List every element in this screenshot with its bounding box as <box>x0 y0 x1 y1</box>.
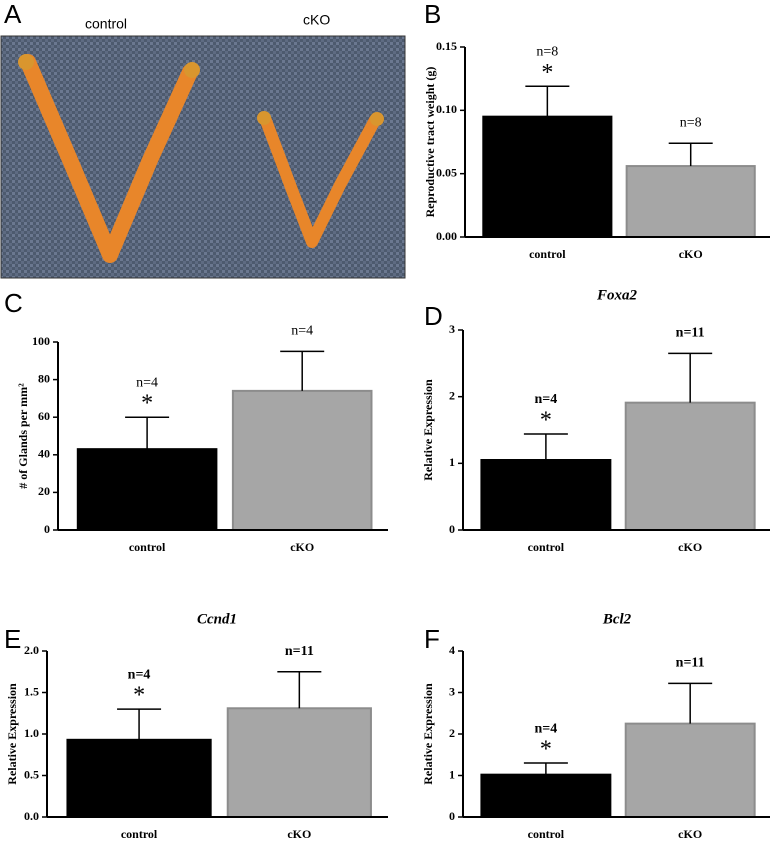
x-tick-label: cKO <box>678 540 702 554</box>
chart-title: Ccnd1 <box>197 611 237 627</box>
x-tick-label: cKO <box>287 827 311 841</box>
n-label: n=8 <box>536 44 558 59</box>
y-tick-label: 40 <box>38 447 50 461</box>
y-tick-label: 2 <box>449 388 455 402</box>
x-tick-label: control <box>528 540 565 554</box>
bar <box>482 115 613 238</box>
y-tick-label: 0.0 <box>24 809 39 823</box>
x-tick-label: control <box>528 827 565 841</box>
error-bar <box>668 352 713 403</box>
panel-label: D <box>424 301 443 331</box>
significance-mark: * <box>133 683 145 709</box>
y-tick-label: 60 <box>38 409 50 423</box>
y-tick-label: 3 <box>449 322 455 336</box>
y-tick-label: 2.0 <box>24 643 39 657</box>
bar <box>66 738 212 818</box>
significance-mark: * <box>540 408 552 434</box>
bar <box>624 401 756 531</box>
bar <box>231 389 373 531</box>
n-label: n=11 <box>676 326 705 341</box>
n-label: n=11 <box>676 656 705 671</box>
n-label: n=4 <box>535 392 558 407</box>
y-axis-label: Reproductive tract weight (g) <box>423 67 437 218</box>
photo-panel: A control cKO <box>0 0 406 279</box>
chart-panel: C # of Glands per mm² 0 20 40 60 80 100 control *… <box>4 288 388 554</box>
y-tick-label: 1 <box>449 455 455 469</box>
bar <box>76 448 218 531</box>
y-tick-label: 0.5 <box>24 767 39 781</box>
chart-title: Foxa2 <box>596 287 638 303</box>
significance-mark: * <box>141 391 153 417</box>
x-tick-label: cKO <box>290 540 314 554</box>
photo-label: control <box>85 16 127 32</box>
error-bar <box>525 85 570 117</box>
bar <box>226 707 372 819</box>
x-tick-label: control <box>121 827 158 841</box>
y-tick-label: 80 <box>38 371 50 385</box>
y-tick-label: 1.5 <box>24 684 39 698</box>
x-tick-label: control <box>529 247 566 261</box>
bar <box>480 773 612 818</box>
y-axis-label: Relative Expression <box>421 379 435 481</box>
photo-label: cKO <box>303 12 330 28</box>
y-tick-label: 20 <box>38 484 50 498</box>
chart-panel: D Foxa2 Relative Expression 0 1 2 3 control *n=4… <box>421 287 770 554</box>
n-label: n=4 <box>128 667 151 682</box>
y-tick-label: 100 <box>32 334 50 348</box>
n-label: n=11 <box>285 644 314 659</box>
error-bar <box>280 350 325 391</box>
significance-mark: * <box>541 60 553 86</box>
y-tick-label: 0 <box>44 522 50 536</box>
ovaries <box>18 54 384 126</box>
y-tick-label: 2 <box>449 726 455 740</box>
chart-panel: B Reproductive tract weight (g) 0.00 0.05 0.… <box>423 0 770 261</box>
bar <box>480 459 612 531</box>
chart-title: Bcl2 <box>602 611 632 627</box>
bar <box>624 722 756 818</box>
bar <box>625 165 756 238</box>
y-tick-label: 0 <box>449 522 455 536</box>
y-tick-label: 0.10 <box>436 102 457 116</box>
x-tick-label: cKO <box>678 827 702 841</box>
y-axis-label: Relative Expression <box>5 683 19 785</box>
error-bar <box>523 762 568 775</box>
panel-label: C <box>4 288 23 318</box>
error-bar <box>523 433 568 460</box>
y-tick-label: 1.0 <box>24 726 39 740</box>
panel-label: B <box>424 0 441 29</box>
n-label: n=8 <box>680 115 702 130</box>
tract <box>20 54 381 263</box>
y-axis-label: Relative Expression <box>421 683 435 785</box>
error-bar <box>125 416 170 450</box>
y-tick-label: 1 <box>449 767 455 781</box>
y-tick-label: 0.15 <box>436 39 457 53</box>
error-bar <box>277 671 322 709</box>
y-tick-label: 3 <box>449 684 455 698</box>
x-tick-label: control <box>129 540 166 554</box>
panel-label: E <box>4 624 21 654</box>
error-bar <box>668 682 713 724</box>
error-bar <box>117 708 162 740</box>
panel-label: F <box>424 624 440 654</box>
panel-label: A <box>4 0 22 29</box>
n-label: n=4 <box>136 375 158 390</box>
y-axis-label: # of Glands per mm² <box>16 383 30 489</box>
n-label: n=4 <box>291 324 313 339</box>
chart-panel: F Bcl2 Relative Expression 0 1 2 3 4 control *n=4… <box>421 611 770 841</box>
x-tick-label: cKO <box>679 247 703 261</box>
y-tick-label: 4 <box>449 643 455 657</box>
error-bar <box>668 142 713 167</box>
significance-mark: * <box>540 737 552 763</box>
n-label: n=4 <box>535 721 558 736</box>
y-tick-label: 0.05 <box>436 165 457 179</box>
y-tick-label: 0.00 <box>436 229 457 243</box>
chart-panel: E Ccnd1 Relative Expression 0.0 0.5 1.0 1.5 2.0… <box>4 611 388 841</box>
y-tick-label: 0 <box>449 809 455 823</box>
